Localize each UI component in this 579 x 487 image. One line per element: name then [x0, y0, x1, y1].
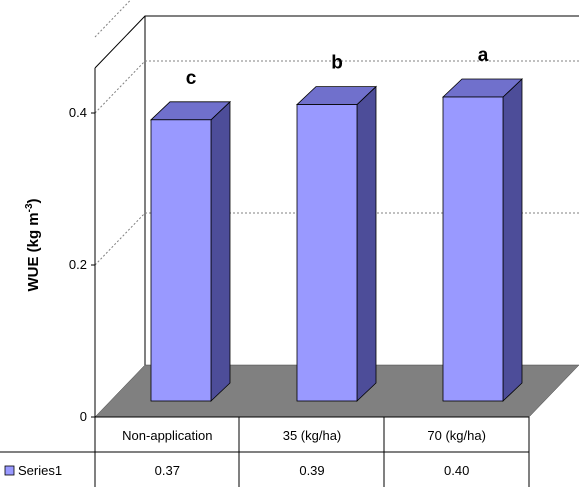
- legend-swatch: [4, 465, 15, 476]
- y-tick-label: 0: [80, 409, 87, 424]
- significance-letter: c: [186, 68, 197, 89]
- gridline-side: [94, 0, 132, 38]
- y-tick-label: 0.2: [69, 257, 87, 272]
- legend-label: Series1: [18, 463, 62, 478]
- significance-letter: a: [478, 45, 489, 66]
- table-value: 0.39: [299, 463, 324, 478]
- y-axis-label-main: WUE (kg m: [25, 212, 42, 291]
- bar-side: [356, 85, 377, 402]
- category-label: 35 (kg/ha): [283, 428, 342, 443]
- bar-side: [502, 78, 523, 402]
- significance-letter: b: [331, 53, 343, 74]
- category-label: 70 (kg/ha): [427, 428, 486, 443]
- gridline-side: [94, 60, 146, 114]
- table-value: 0.40: [444, 463, 469, 478]
- bar-side: [210, 100, 231, 402]
- table-value: 0.37: [155, 463, 180, 478]
- y-axis-label: WUE (kg m-3): [24, 198, 42, 291]
- y-ticks: 0 0.2 0.4: [69, 105, 95, 424]
- significance-letters: c b a: [186, 45, 489, 89]
- y-axis-label-sup: -3: [24, 203, 35, 212]
- data-table: Series1 Non-application 0.37 35 (kg/ha) 0.3…: [0, 416, 530, 487]
- bar: [296, 104, 358, 402]
- bars: [149, 78, 524, 402]
- y-tick-label: 0.4: [69, 105, 87, 120]
- bar: [442, 96, 504, 402]
- category-label: Non-application: [122, 428, 212, 443]
- gridline-side: [94, 212, 146, 266]
- bar: [150, 119, 212, 402]
- y-axis-label-close: ): [25, 198, 42, 203]
